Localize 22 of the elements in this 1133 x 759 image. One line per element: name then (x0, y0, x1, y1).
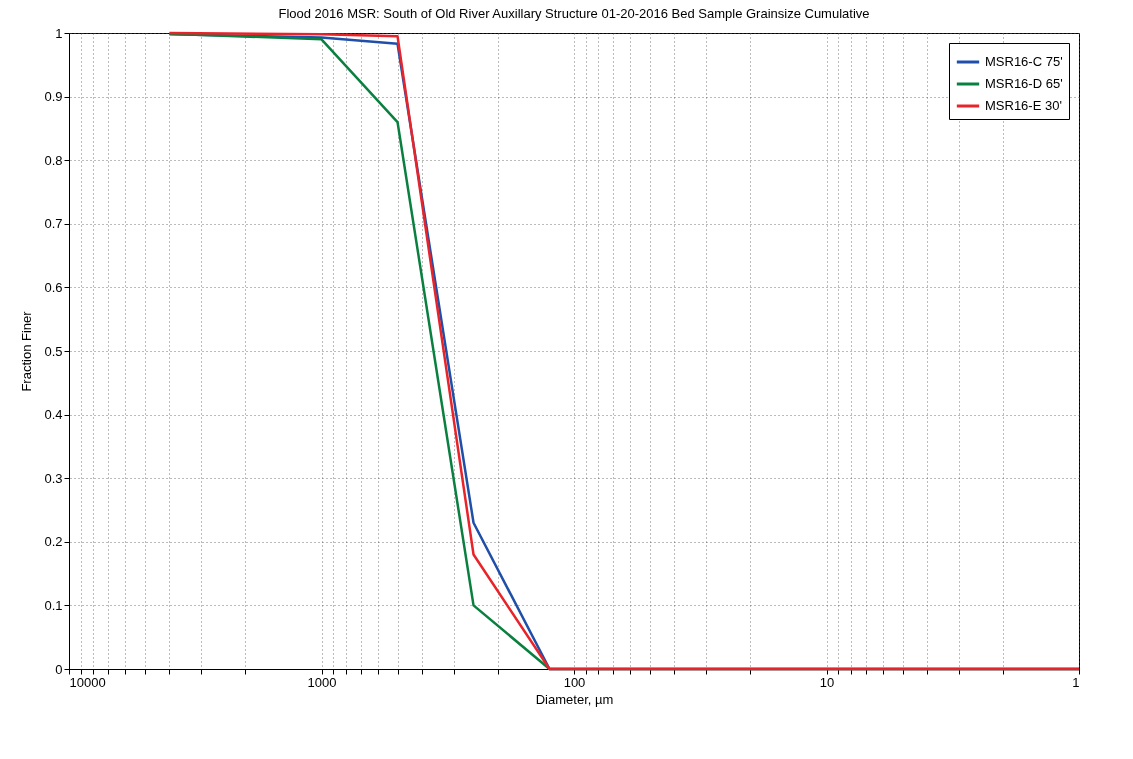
x-tick-label: 10 (819, 674, 835, 690)
y-tick-label: 0.8 (44, 152, 63, 168)
y-tick-label: 0.4 (44, 407, 63, 423)
legend-label: MSR16-C 75' (985, 54, 1063, 69)
x-axis-title: Diameter, µm (535, 691, 614, 707)
y-tick-label: 0 (55, 661, 63, 677)
legend-label: MSR16-D 65' (985, 76, 1063, 91)
legend-label: MSR16-E 30' (985, 98, 1062, 113)
y-tick-label: 1 (55, 25, 63, 41)
y-tick-label: 0.9 (44, 89, 63, 105)
x-tick-label: 1000 (307, 674, 337, 690)
y-tick-label: 0.3 (44, 470, 63, 486)
y-tick-label: 0.1 (44, 597, 63, 613)
x-tick-label: 1 (1072, 674, 1080, 690)
y-tick-label: 0.5 (44, 343, 63, 359)
y-tick-label: 0.2 (44, 534, 63, 550)
y-tick-label: 0.7 (44, 216, 63, 232)
x-tick-label: 10000 (69, 674, 106, 690)
y-tick-label: 0.6 (44, 279, 63, 295)
chart-title: Flood 2016 MSR: South of Old River Auxillary Structure 01-20-2016 Bed Sample Grainsize Cumulative (278, 6, 870, 21)
y-axis-title: Fraction Finer (19, 310, 35, 392)
x-tick-label: 100 (563, 674, 586, 690)
